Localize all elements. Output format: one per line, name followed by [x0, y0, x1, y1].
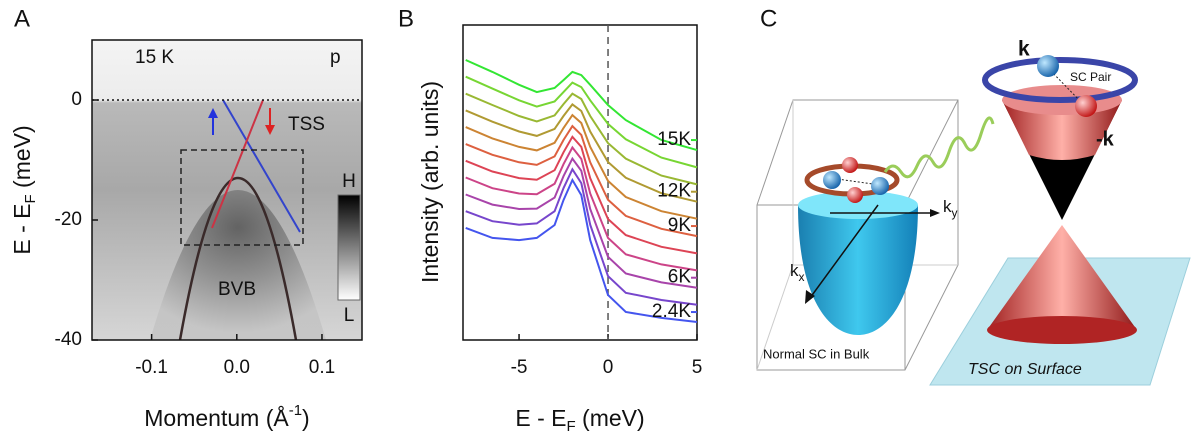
x-tick-label: -0.1 — [135, 357, 168, 378]
pair-ring — [982, 57, 1138, 103]
x-tick-label: 0.1 — [309, 357, 335, 378]
x-axis-label: E - EF (meV) — [515, 405, 644, 435]
series-line — [465, 92, 698, 186]
series-label: 6K — [668, 267, 692, 288]
label: kx — [790, 261, 805, 284]
x-tick-label: 5 — [692, 357, 703, 378]
series-line — [465, 135, 698, 255]
plot-frame — [91, 39, 363, 341]
axis — [930, 209, 940, 217]
panel-label: B — [398, 5, 414, 32]
arpes-image — [92, 40, 362, 340]
y-tick-label: -20 — [55, 209, 82, 230]
colorbar-label: H — [342, 171, 356, 192]
electron — [1075, 95, 1097, 117]
zoom-box — [180, 149, 304, 246]
series-line — [465, 167, 698, 306]
series-label: 12K — [657, 181, 691, 202]
x-axis-label: Momentum (Å-1) — [144, 402, 309, 431]
label: Normal SC in Bulk — [763, 346, 870, 361]
colorbar-label: L — [344, 305, 355, 326]
electron — [842, 157, 858, 173]
series-line — [465, 156, 698, 289]
x-tick-label: 0 — [603, 357, 614, 378]
x-tick-label: 0.0 — [224, 357, 250, 378]
series-label: 9K — [668, 215, 692, 236]
electron — [1037, 55, 1059, 77]
electron — [871, 177, 889, 195]
plot-frame — [462, 24, 698, 341]
series-line — [465, 75, 698, 169]
cone-base — [987, 316, 1137, 344]
annotation: TSS — [288, 114, 325, 135]
label: SC Pair — [1070, 70, 1111, 84]
colorbar — [337, 194, 361, 301]
series-line — [465, 124, 698, 238]
label: TSC on Surface — [968, 361, 1082, 378]
label: ky — [943, 197, 958, 220]
x-tick-label: -5 — [511, 357, 528, 378]
electron — [823, 171, 841, 189]
series-line — [465, 59, 698, 152]
panel-label: C — [760, 5, 777, 32]
spin-arrow — [208, 108, 218, 118]
label: k — [1018, 38, 1030, 61]
y-tick-label: -40 — [55, 329, 82, 350]
paraboloid — [798, 205, 918, 335]
annotation: BVB — [218, 279, 256, 300]
y-tick-label: 0 — [71, 89, 82, 110]
series-label: 15K — [657, 129, 691, 150]
series-label: 2.4K — [652, 301, 691, 322]
series-line — [465, 113, 698, 220]
y-axis-label: E - EF (meV) — [9, 125, 39, 254]
diagram: k SC Pair -k ky kx Normal SC in Bulk TSC… — [756, 38, 1191, 386]
annotation: p — [330, 47, 341, 68]
series-line — [465, 103, 698, 203]
label: -k — [1096, 128, 1115, 150]
annotation: 15 K — [135, 47, 174, 68]
panel-label: A — [14, 5, 30, 32]
y-axis-label: Intensity (arb. units) — [417, 81, 443, 283]
axis — [805, 290, 815, 304]
axis — [809, 204, 879, 299]
electron — [847, 187, 863, 203]
series-line — [465, 177, 698, 323]
paraboloid-top — [798, 191, 918, 219]
lower-cone — [987, 225, 1137, 340]
wavy-link — [883, 116, 995, 179]
spin-arrow — [265, 125, 275, 135]
series-line — [465, 145, 698, 272]
